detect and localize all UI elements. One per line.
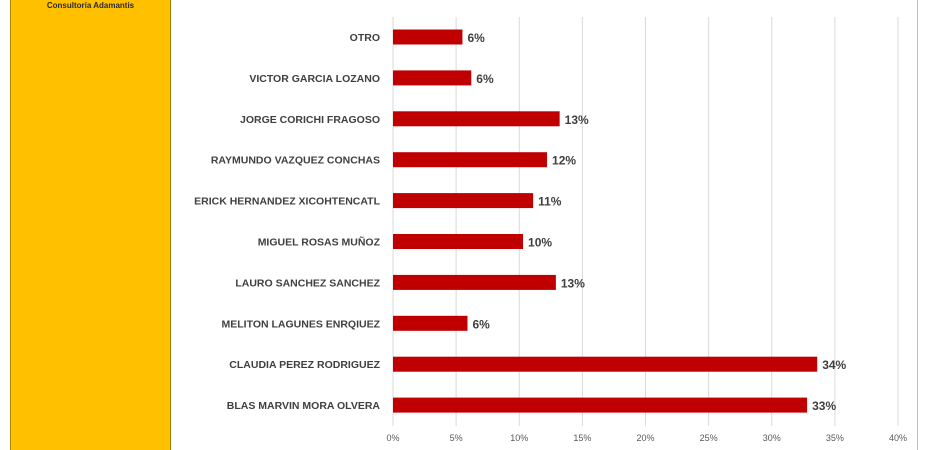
bar bbox=[393, 29, 463, 45]
category-label: JORGE CORICHI FRAGOSO bbox=[240, 114, 380, 126]
category-label: RAYMUNDO VAZQUEZ CONCHAS bbox=[211, 155, 380, 167]
bar bbox=[393, 70, 472, 86]
x-tick-label: 35% bbox=[826, 433, 844, 443]
category-labels: OTRO VICTOR GARCIA LOZANO JORGE CORICHI FR… bbox=[194, 32, 380, 412]
category-label: CLAUDIA PEREZ RODRIGUEZ bbox=[229, 359, 380, 371]
frame-border bbox=[917, 0, 918, 450]
category-label: ERICK HERNANDEZ XICOHTENCATL bbox=[194, 196, 380, 208]
bar bbox=[393, 356, 818, 372]
bar bbox=[393, 111, 560, 127]
data-label: 6% bbox=[472, 317, 490, 331]
x-tick-label: 25% bbox=[700, 433, 718, 443]
data-label: 33% bbox=[812, 399, 836, 413]
data-label: 6% bbox=[476, 72, 494, 86]
x-tick-label: 15% bbox=[573, 433, 591, 443]
category-label: BLAS MARVIN MORA OLVERA bbox=[227, 400, 381, 412]
brand-label: Consultoría Adamantis bbox=[46, 1, 135, 10]
x-tick-label: 40% bbox=[889, 433, 907, 443]
sidebar: Consultoría Adamantis bbox=[10, 0, 171, 450]
x-axis-ticks: 0% 5% 10% 15% 20% 25% 30% 35% 40% bbox=[386, 433, 907, 443]
x-tick-label: 30% bbox=[763, 433, 781, 443]
x-tick-label: 5% bbox=[450, 433, 463, 443]
data-label: 13% bbox=[561, 276, 585, 290]
data-label: 10% bbox=[528, 236, 552, 250]
x-tick-label: 20% bbox=[636, 433, 654, 443]
bar bbox=[393, 193, 534, 209]
category-label: VICTOR GARCIA LOZANO bbox=[249, 73, 380, 85]
category-label: MELITON LAGUNES ENRQIUEZ bbox=[222, 318, 381, 330]
data-label: 12% bbox=[552, 154, 576, 168]
category-label: MIGUEL ROSAS MUÑOZ bbox=[258, 236, 381, 249]
data-label: 6% bbox=[467, 31, 485, 45]
category-label: OTRO bbox=[350, 32, 380, 44]
category-label: LAURO SANCHEZ SANCHEZ bbox=[235, 277, 380, 289]
bar bbox=[393, 152, 548, 168]
data-labels: 6% 6% 13% 12% 11% 10% 13% 6% 34% 33% bbox=[467, 31, 846, 413]
x-tick-label: 0% bbox=[386, 433, 399, 443]
bar bbox=[393, 315, 468, 331]
data-label: 13% bbox=[565, 113, 589, 127]
data-label: 11% bbox=[538, 195, 562, 209]
bars bbox=[393, 29, 818, 413]
data-label: 34% bbox=[822, 358, 846, 372]
bar bbox=[393, 274, 556, 290]
bar bbox=[393, 234, 524, 249]
bar bbox=[393, 397, 808, 413]
x-tick-label: 10% bbox=[510, 433, 528, 443]
